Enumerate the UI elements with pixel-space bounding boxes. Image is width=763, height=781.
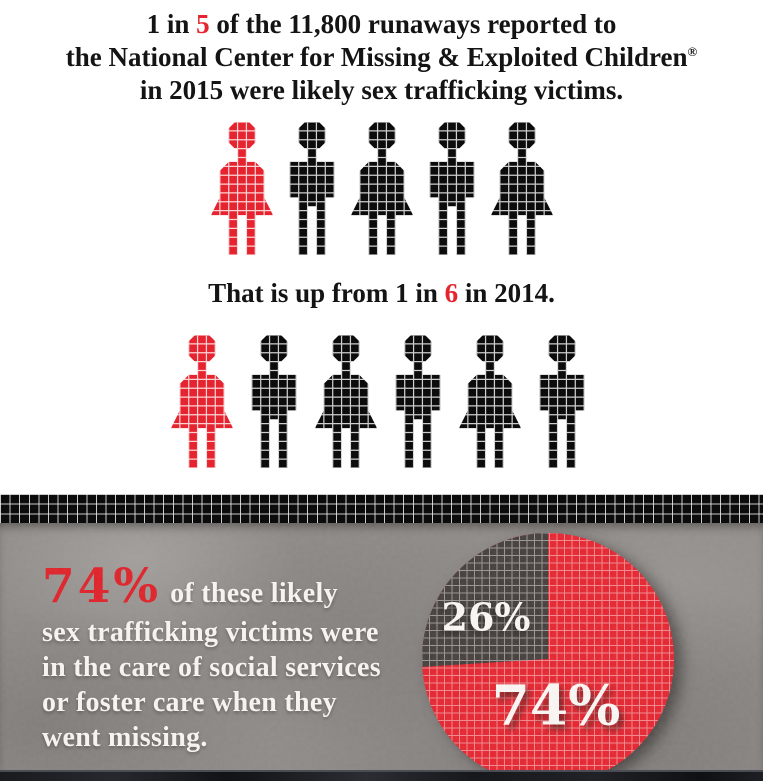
- stat-line: or foster care when they: [42, 687, 337, 718]
- person-female-icon: [170, 335, 233, 468]
- headline-line2: the National Center for Missing & Exploi…: [0, 41, 763, 74]
- stat-line: 74% of these likely: [42, 563, 381, 615]
- pictograph-row-2015: [0, 122, 763, 255]
- person-female-icon: [314, 335, 377, 468]
- checkered-divider-band: [0, 494, 763, 523]
- pie-label-74: 74%: [492, 673, 621, 738]
- headline-text: the National Center for Missing & Exploi…: [65, 42, 688, 72]
- registered-mark: ®: [687, 44, 698, 59]
- subheadline-text: That is up from 1 in: [208, 278, 445, 308]
- stat-line: went missing.: [42, 722, 208, 753]
- stat-line: sex trafficking victims were: [42, 617, 379, 648]
- person-female-icon: [210, 122, 273, 255]
- headline-line1: 1 in 5 of the 11,800 runaways reported t…: [0, 8, 763, 41]
- person-male-icon: [429, 122, 474, 255]
- subheadline-2014: That is up from 1 in 6 in 2014.: [0, 278, 763, 309]
- person-female-icon: [350, 122, 413, 255]
- bottom-photo-strip: [0, 770, 763, 781]
- headline-accent-5: 5: [196, 9, 210, 39]
- person-female-icon: [458, 335, 521, 468]
- headline-line3: in 2015 were likely sex trafficking vict…: [0, 74, 763, 107]
- headline-text: of the 11,800 runaways reported to: [209, 9, 617, 39]
- stat-value-74: 74%: [42, 559, 162, 614]
- foster-care-section: 26% 74% 74% of these likely sex traffick…: [0, 523, 763, 772]
- pictograph-row-2014: [0, 335, 763, 468]
- headline-2015: 1 in 5 of the 11,800 runaways reported t…: [0, 8, 763, 107]
- pie-label-26: 26%: [442, 595, 531, 640]
- stat-line: in the care of social services: [42, 652, 381, 683]
- headline-text: in 2015 were likely sex trafficking vict…: [139, 75, 624, 105]
- subheadline-accent-6: 6: [444, 278, 459, 308]
- stat-block: 74% of these likely sex trafficking vict…: [42, 563, 381, 755]
- person-male-icon: [395, 335, 440, 468]
- person-male-icon: [251, 335, 296, 468]
- person-female-icon: [490, 122, 553, 255]
- pie-chart: 26% 74%: [421, 533, 674, 772]
- person-male-icon: [539, 335, 584, 468]
- stat-text: of these likely: [170, 578, 338, 609]
- person-male-icon: [289, 122, 334, 255]
- subheadline-text: in 2014.: [458, 278, 555, 308]
- headline-text: 1 in: [146, 9, 197, 39]
